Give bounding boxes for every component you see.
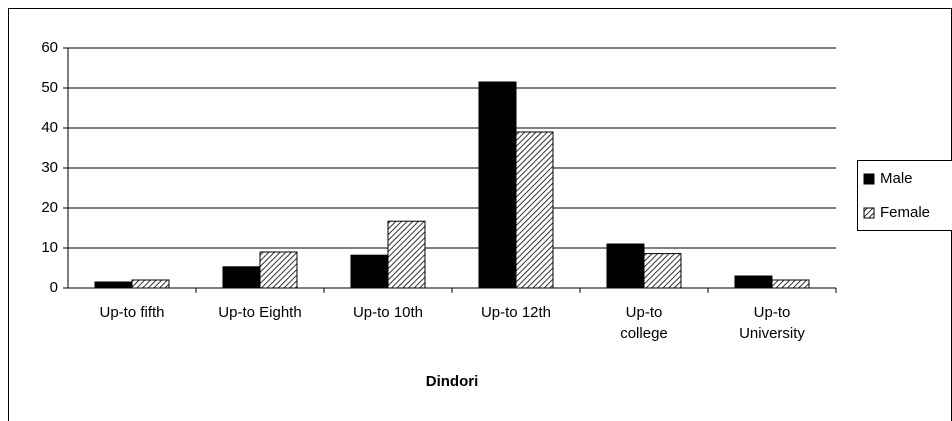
bar	[259, 251, 298, 289]
bar	[478, 81, 517, 289]
y-tick-label: 50	[41, 79, 58, 96]
bar	[387, 220, 426, 289]
x-tick-label: Up-to University	[739, 304, 805, 342]
bar	[222, 266, 261, 289]
bar	[350, 254, 389, 289]
x-tick-label: Up-to fifth	[99, 304, 165, 321]
y-tick-label: 20	[41, 199, 58, 216]
x-tick-label: Up-to college	[620, 304, 668, 342]
x-tick-label: Up-to 10th	[352, 304, 424, 321]
y-tick-label: 60	[41, 39, 58, 56]
bar	[131, 279, 170, 289]
bar	[643, 253, 682, 289]
bar	[734, 275, 773, 289]
x-axis-title: Dindori	[426, 373, 479, 390]
x-tick-label: Up-to Eighth	[218, 304, 302, 321]
legend-swatch	[863, 173, 875, 185]
legend-box	[857, 160, 952, 231]
legend-label: Female	[880, 204, 930, 221]
y-tick-label: 0	[50, 279, 58, 296]
bar	[94, 281, 133, 289]
x-tick-label: Up-to 12th	[480, 304, 552, 321]
legend-label: Male	[880, 170, 913, 187]
bar	[515, 131, 554, 289]
bar	[606, 243, 645, 289]
y-tick-label: 40	[41, 119, 58, 136]
y-tick-label: 10	[41, 239, 58, 256]
bar	[771, 279, 810, 289]
legend-swatch	[863, 207, 875, 219]
y-tick-label: 30	[41, 159, 58, 176]
